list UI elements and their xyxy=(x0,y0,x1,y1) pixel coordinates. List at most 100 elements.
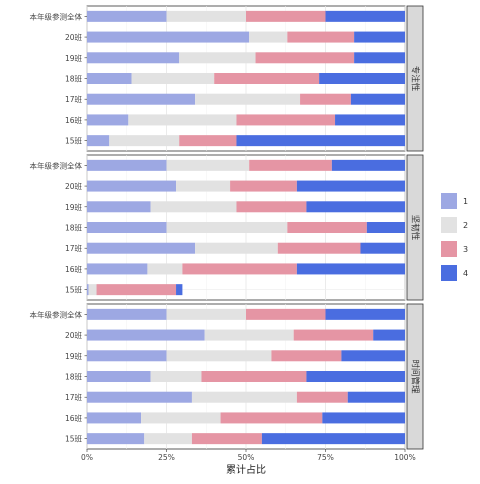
bar-segment-3 xyxy=(293,329,374,341)
facet-strip xyxy=(406,154,424,301)
bar-segment-2 xyxy=(195,93,301,105)
bar-segment-2 xyxy=(191,391,297,403)
bar-segment-3 xyxy=(230,180,297,192)
legend-key-2 xyxy=(441,217,457,233)
bar-segment-1 xyxy=(87,114,129,126)
bar-segment-3 xyxy=(287,31,355,43)
category-label: 20班 xyxy=(65,32,83,42)
bar-segment-3 xyxy=(96,284,177,296)
bar-segment-2 xyxy=(166,10,246,22)
bar-segment-2 xyxy=(166,308,246,320)
bar-segment-3 xyxy=(249,159,332,171)
bar-segment-3 xyxy=(300,93,351,105)
bar-segment-1 xyxy=(87,391,192,403)
bar-segment-2 xyxy=(166,350,272,362)
bar-segment-1 xyxy=(87,350,167,362)
bar-segment-1 xyxy=(87,371,151,382)
category-label: 16班 xyxy=(65,413,83,423)
bar-segment-1 xyxy=(87,10,167,22)
legend-label: 3 xyxy=(463,245,468,254)
bar-segment-2 xyxy=(141,412,221,424)
category-label: 19班 xyxy=(65,351,83,361)
bar-segment-1 xyxy=(87,412,142,424)
category-label: 16班 xyxy=(65,115,83,125)
bar-segment-4 xyxy=(350,93,405,105)
bar-segment-4 xyxy=(296,180,405,192)
category-label: 16班 xyxy=(65,264,83,274)
category-label: 本年级参测全体 xyxy=(30,160,83,170)
bar-segment-3 xyxy=(236,201,307,213)
legend-key-1 xyxy=(441,193,457,209)
bar-segment-2 xyxy=(249,31,288,43)
bar-segment-1 xyxy=(87,180,177,192)
category-label: 19班 xyxy=(65,202,83,212)
bar-segment-4 xyxy=(354,31,405,43)
bar-segment-4 xyxy=(360,242,405,254)
bar-segment-2 xyxy=(166,222,288,233)
bar-segment-3 xyxy=(220,412,323,424)
bar-segment-1 xyxy=(87,329,205,341)
bar-segment-2 xyxy=(131,73,215,84)
bar-segment-1 xyxy=(87,284,89,296)
bar-segment-4 xyxy=(236,135,405,147)
bar-segment-1 xyxy=(87,73,132,84)
bar-segment-2 xyxy=(128,114,237,126)
bar-segment-2 xyxy=(150,371,202,382)
bar-segment-3 xyxy=(246,10,326,22)
bar-segment-2 xyxy=(144,433,192,445)
bar-segment-1 xyxy=(87,433,145,445)
bar-segment-1 xyxy=(87,263,148,275)
category-label: 20班 xyxy=(65,330,83,340)
category-label: 15班 xyxy=(65,136,83,146)
bar-segment-3 xyxy=(191,433,262,445)
facet-strip-label: 专注性 xyxy=(410,66,421,92)
bar-segment-4 xyxy=(296,263,405,275)
facet-strip-label: 时间管理 xyxy=(410,359,421,394)
bar-segment-4 xyxy=(306,201,405,213)
bar-segment-3 xyxy=(214,73,320,84)
bar-segment-3 xyxy=(246,308,326,320)
legend-key-3 xyxy=(441,241,457,257)
bar-segment-2 xyxy=(166,159,250,171)
bar-segment-1 xyxy=(87,242,196,254)
bar-segment-4 xyxy=(176,284,183,296)
bar-segment-2 xyxy=(147,263,183,275)
bar-segment-3 xyxy=(296,391,348,403)
bar-segment-3 xyxy=(179,135,237,147)
x-axis-title: 累计占比 xyxy=(226,463,266,476)
bar-segment-4 xyxy=(325,308,405,320)
x-tick-label: 75% xyxy=(317,453,334,462)
bar-segment-4 xyxy=(322,412,405,424)
x-tick-label: 50% xyxy=(238,453,255,462)
legend-label: 4 xyxy=(463,269,468,278)
bar-segment-3 xyxy=(287,222,367,233)
bar-segment-1 xyxy=(87,135,110,147)
bar-segment-3 xyxy=(201,371,307,382)
legend-key-4 xyxy=(441,265,457,281)
category-label: 17班 xyxy=(65,392,83,402)
category-label: 20班 xyxy=(65,181,83,191)
bar-segment-4 xyxy=(331,159,405,171)
bar-segment-4 xyxy=(335,114,405,126)
bar-segment-3 xyxy=(277,242,361,254)
bar-segment-2 xyxy=(204,329,294,341)
category-label: 17班 xyxy=(65,94,83,104)
bar-segment-2 xyxy=(109,135,180,147)
bar-segment-4 xyxy=(325,10,405,22)
category-label: 15班 xyxy=(65,285,83,295)
bar-segment-2 xyxy=(176,180,231,192)
bar-segment-2 xyxy=(150,201,237,213)
category-label: 15班 xyxy=(65,434,83,444)
bar-segment-3 xyxy=(182,263,297,275)
legend-label: 2 xyxy=(463,221,468,230)
category-label: 本年级参测全体 xyxy=(30,11,83,21)
x-tick-label: 100% xyxy=(394,453,415,462)
bar-segment-4 xyxy=(306,371,405,382)
x-tick-label: 25% xyxy=(158,453,175,462)
bar-segment-1 xyxy=(87,308,167,320)
bar-segment-2 xyxy=(195,242,278,254)
category-label: 18班 xyxy=(65,372,83,382)
bar-segment-4 xyxy=(354,52,405,64)
legend-label: 1 xyxy=(463,197,468,206)
